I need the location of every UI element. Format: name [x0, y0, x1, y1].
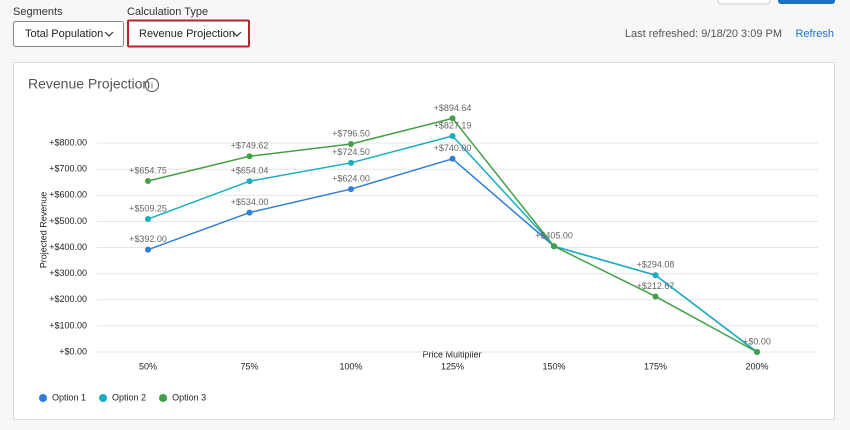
calc-dropdown[interactable]: [127, 19, 250, 48]
chevron: [232, 31, 242, 37]
data-label: +$654.75: [129, 165, 167, 175]
x-tick-label: 150%: [542, 361, 565, 371]
data-label: +$509.25: [129, 203, 167, 213]
data-label: +$534.00: [231, 197, 269, 207]
info-icon[interactable]: [145, 78, 159, 92]
segments-value: Total Population: [25, 28, 103, 40]
calc-label: Calculation Type: [127, 6, 208, 18]
x-tick-label: 175%: [644, 361, 667, 371]
data-point: [348, 186, 354, 193]
data-point: [145, 216, 151, 223]
data-label: +$0.00: [743, 336, 771, 346]
segments-label: Segments: [13, 6, 63, 18]
data-label: +$294.08: [637, 260, 675, 270]
chart-card: [13, 62, 835, 420]
data-label: +$724.50: [332, 147, 370, 157]
calc-value: Revenue Projection: [139, 28, 235, 40]
data-label: +$894.64: [434, 103, 472, 113]
x-tick-label: 100%: [339, 361, 362, 371]
data-point: [449, 155, 456, 162]
y-tick-label: +$100.00: [49, 320, 87, 330]
y-tick-label: +$0.00: [59, 346, 87, 356]
data-label: +$654.04: [231, 166, 269, 176]
data-point: [246, 209, 253, 216]
refresh-link[interactable]: Refresh: [795, 28, 834, 40]
data-point: [348, 141, 354, 148]
x-tick-label: 200%: [745, 361, 768, 371]
top-button[interactable]: [778, 0, 835, 4]
data-label: +$212.67: [637, 281, 675, 291]
last-refreshed: Last refreshed: 9/18/20 3:09 PM: [625, 28, 782, 40]
data-point: [652, 293, 659, 300]
y-tick-label: +$600.00: [49, 190, 87, 200]
y-tick-label: +$300.00: [49, 268, 87, 278]
x-tick-label: 125%: [441, 361, 464, 371]
data-label: +$624.00: [332, 173, 370, 183]
y-tick-label: +$200.00: [49, 294, 87, 304]
data-point: [754, 349, 760, 355]
legend-swatch: [159, 394, 168, 402]
chevron: [104, 31, 114, 37]
data-point: [449, 133, 456, 140]
data-point: [145, 246, 151, 253]
data-label: +$392.00: [129, 234, 167, 244]
data-point: [348, 159, 354, 166]
data-label: +$796.50: [332, 128, 370, 138]
data-point: [145, 178, 151, 185]
data-label: +$405.00: [535, 231, 573, 241]
legend-label: Option 2: [112, 392, 146, 402]
top-button[interactable]: [717, 0, 771, 5]
y-tick-label: +$700.00: [49, 164, 87, 174]
x-axis-title: Price Multiplier: [422, 349, 481, 359]
y-tick-label: +$400.00: [49, 242, 87, 252]
data-point: [246, 153, 253, 160]
x-tick-label: 50%: [139, 361, 157, 371]
y-tick-label: +$500.00: [49, 216, 87, 226]
data-point: [246, 178, 253, 185]
data-label: +$827.19: [434, 120, 472, 130]
chart-title: Revenue Projection: [28, 76, 150, 92]
legend-label: Option 1: [52, 392, 86, 402]
legend-label: Option 3: [172, 392, 206, 402]
y-axis-title: Projected Revenue: [38, 192, 48, 269]
y-tick-label: +$800.00: [49, 137, 87, 147]
data-point: [551, 243, 557, 250]
data-label: +$749.62: [231, 141, 269, 151]
legend-swatch: [39, 394, 47, 402]
data-point: [449, 115, 456, 122]
legend-swatch: [99, 394, 108, 402]
data-label: +$740.00: [434, 143, 472, 153]
segments-dropdown[interactable]: [13, 21, 124, 47]
info-icon-glyph: i: [151, 80, 153, 90]
x-tick-label: 75%: [240, 361, 258, 371]
data-point: [652, 272, 659, 279]
